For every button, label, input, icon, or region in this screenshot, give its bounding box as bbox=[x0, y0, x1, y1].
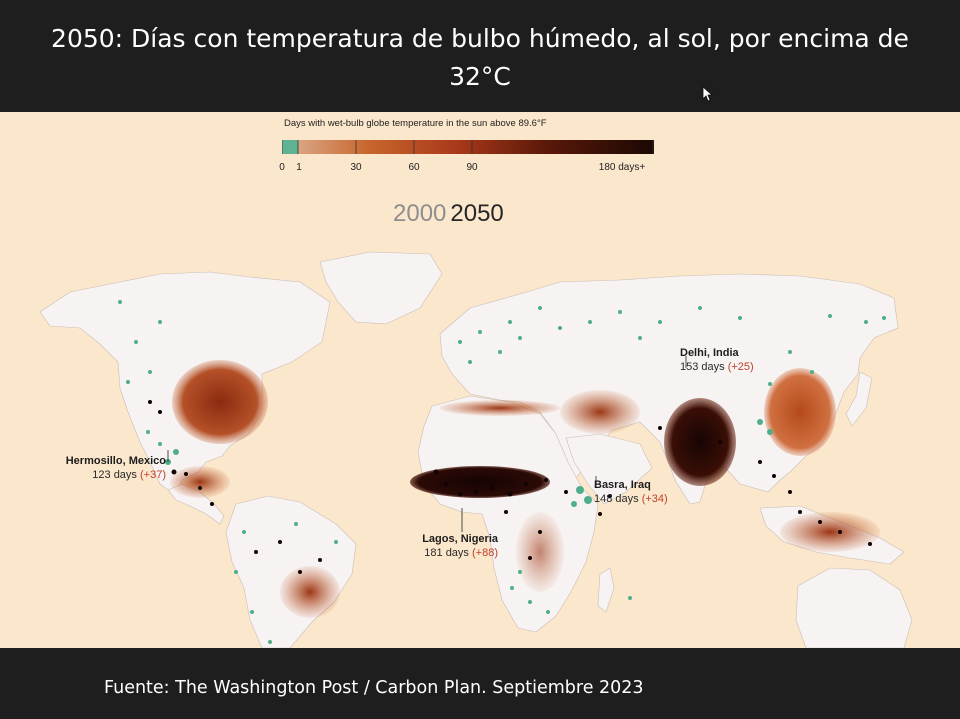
city-change: (+88) bbox=[472, 547, 498, 559]
heat-east-africa bbox=[516, 512, 564, 592]
heat-southeast-asia bbox=[780, 512, 880, 552]
land-madagascar bbox=[597, 567, 615, 613]
footer-band: Fuente: The Washington Post / Carbon Pla… bbox=[0, 648, 960, 719]
title-band: 2050: Días con temperatura de bulbo húme… bbox=[0, 0, 960, 112]
city-label-hermosillo: Hermosillo, Mexico 123 days (+37) bbox=[24, 454, 166, 482]
heat-north-africa bbox=[440, 400, 560, 416]
city-label-basra: Basra, Iraq 148 days (+34) bbox=[594, 478, 668, 506]
map-panel: Days with wet-bulb globe temperature in … bbox=[0, 112, 960, 648]
legend-color-bar bbox=[282, 140, 654, 154]
city-days: 181 days bbox=[424, 547, 469, 559]
year-2000-tab[interactable]: 2000 bbox=[393, 200, 447, 227]
heat-india bbox=[664, 398, 736, 486]
city-name: Lagos, Nigeria bbox=[422, 533, 498, 545]
legend: Days with wet-bulb globe temperature in … bbox=[279, 118, 662, 188]
world-map bbox=[39, 251, 913, 648]
source-caption: Fuente: The Washington Post / Carbon Pla… bbox=[104, 678, 644, 698]
city-name: Basra, Iraq bbox=[594, 479, 651, 491]
city-days: 148 days bbox=[594, 493, 639, 505]
city-name: Hermosillo, Mexico bbox=[65, 455, 166, 467]
heat-middle-east bbox=[560, 390, 640, 434]
heat-china bbox=[764, 368, 836, 456]
mouse-cursor-icon bbox=[702, 86, 714, 102]
dots-black bbox=[148, 400, 872, 574]
city-name: Delhi, India bbox=[680, 347, 739, 359]
dots-green bbox=[118, 300, 886, 644]
city-change: (+37) bbox=[140, 469, 166, 481]
heat-eastern-us bbox=[172, 360, 268, 444]
legend-tick-1: 1 bbox=[296, 162, 302, 173]
land-greenland bbox=[319, 251, 443, 325]
slide-title: 2050: Días con temperatura de bulbo húme… bbox=[51, 24, 909, 91]
land-arabia bbox=[565, 433, 653, 505]
land-australia bbox=[795, 567, 913, 648]
heat-sahel bbox=[410, 466, 550, 498]
legend-tick-0: 0 bbox=[279, 162, 285, 173]
city-days: 123 days bbox=[92, 469, 137, 481]
city-label-delhi: Delhi, India 153 days (+25) bbox=[680, 346, 754, 374]
heat-central-america bbox=[170, 466, 230, 498]
heat-brazil-south bbox=[280, 566, 340, 618]
year-2050-tab[interactable]: 2050 bbox=[450, 200, 504, 227]
city-days: 153 days bbox=[680, 361, 725, 373]
legend-tick-60: 60 bbox=[408, 162, 420, 173]
legend-title: Days with wet-bulb globe temperature in … bbox=[284, 118, 547, 129]
city-change: (+34) bbox=[641, 493, 668, 505]
city-label-lagos: Lagos, Nigeria 181 days (+88) bbox=[382, 532, 498, 560]
city-change: (+25) bbox=[727, 361, 754, 373]
land-japan bbox=[845, 371, 873, 427]
year-toggle: 2000 2050 bbox=[393, 200, 504, 228]
legend-tick-180: 180 days+ bbox=[598, 162, 646, 173]
legend-tick-30: 30 bbox=[350, 162, 362, 173]
legend-tick-90: 90 bbox=[466, 162, 478, 173]
